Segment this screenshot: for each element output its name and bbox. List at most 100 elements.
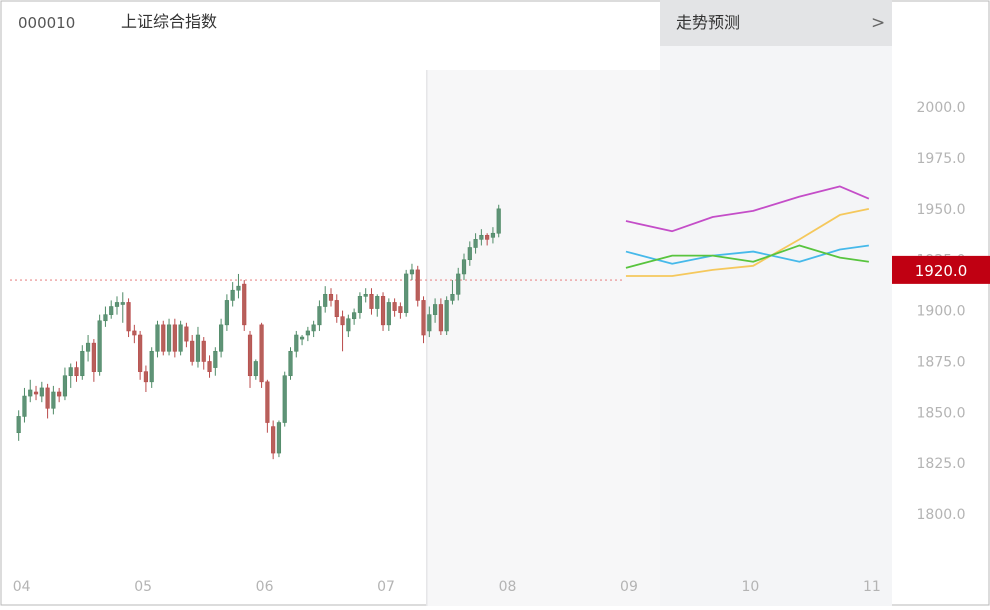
chevron-right-icon[interactable]: > bbox=[871, 13, 885, 33]
candle-body bbox=[456, 273, 461, 295]
candle bbox=[375, 294, 380, 317]
candle-body bbox=[386, 302, 391, 326]
candle-body bbox=[28, 389, 33, 397]
candle bbox=[85, 335, 91, 362]
x-axis: 04 05 06 07 08 09 10 11 bbox=[13, 579, 881, 595]
candle bbox=[143, 365, 149, 392]
candle bbox=[138, 330, 143, 380]
candle bbox=[45, 383, 50, 419]
candle-body bbox=[346, 318, 351, 332]
candle bbox=[294, 330, 299, 358]
candle-body bbox=[62, 375, 68, 397]
candle-body bbox=[22, 395, 27, 417]
candle-body bbox=[219, 324, 224, 352]
forecast-header-bg[interactable] bbox=[660, 0, 892, 46]
candle-body bbox=[271, 426, 276, 454]
candle-body bbox=[39, 387, 44, 397]
y-tick-label: 1850.0 bbox=[917, 405, 966, 421]
candle bbox=[323, 286, 328, 313]
x-tick-label: 11 bbox=[863, 579, 881, 595]
candle bbox=[276, 420, 282, 458]
candle-body bbox=[317, 306, 322, 326]
candle-body bbox=[404, 273, 409, 313]
candle bbox=[346, 314, 351, 338]
candle-body bbox=[288, 350, 293, 377]
x-tick-label: 06 bbox=[256, 579, 274, 595]
candles bbox=[16, 204, 501, 460]
forecast-lines bbox=[625, 185, 870, 277]
candle bbox=[305, 326, 310, 342]
candle bbox=[39, 381, 44, 403]
candle-body bbox=[485, 234, 490, 240]
candle bbox=[57, 387, 62, 403]
candle-body bbox=[184, 326, 189, 342]
x-tick-label: 08 bbox=[499, 579, 517, 595]
candle-body bbox=[427, 314, 432, 332]
candle-body bbox=[467, 247, 472, 261]
candle-body bbox=[334, 300, 339, 317]
candle-body bbox=[369, 294, 374, 309]
candle bbox=[363, 288, 368, 303]
x-tick-label: 10 bbox=[741, 579, 759, 595]
candle-body bbox=[143, 371, 149, 383]
candle-body bbox=[363, 294, 368, 297]
candle-body bbox=[409, 269, 415, 275]
candle-body bbox=[323, 294, 328, 307]
forecast-title[interactable]: 走势预测 bbox=[676, 13, 740, 32]
candle-body bbox=[80, 350, 85, 377]
candle-body bbox=[178, 324, 183, 352]
candle bbox=[195, 326, 201, 368]
candle-body bbox=[357, 296, 363, 313]
candle-body bbox=[85, 342, 91, 352]
candle bbox=[213, 347, 218, 376]
current-price-badge: 1920.0 bbox=[892, 255, 990, 284]
candle-body bbox=[328, 294, 334, 301]
candle bbox=[74, 361, 79, 382]
candle bbox=[473, 233, 478, 254]
candle bbox=[328, 288, 334, 307]
candle-body bbox=[51, 391, 56, 409]
stock-code: 000010 bbox=[18, 14, 75, 32]
x-tick-label: 07 bbox=[377, 579, 395, 595]
forecast-header[interactable]: 走势预测 > bbox=[660, 0, 892, 46]
candle-body bbox=[438, 304, 443, 332]
candle bbox=[190, 335, 195, 366]
candle bbox=[427, 306, 432, 338]
candle-body bbox=[68, 367, 73, 377]
candle-body bbox=[496, 208, 501, 234]
candle bbox=[317, 300, 322, 331]
candle bbox=[433, 298, 438, 323]
candle bbox=[496, 204, 501, 238]
candle bbox=[161, 320, 166, 356]
candle bbox=[109, 300, 114, 319]
candle-body bbox=[213, 350, 218, 368]
y-tick-label: 1950.0 bbox=[917, 202, 966, 218]
candle-body bbox=[190, 340, 195, 362]
candle bbox=[311, 320, 316, 338]
candle bbox=[421, 296, 426, 344]
candle-body bbox=[120, 302, 125, 305]
candle-body bbox=[294, 334, 299, 352]
candle-body bbox=[375, 296, 380, 309]
candle bbox=[461, 253, 467, 281]
candle bbox=[444, 296, 449, 336]
forecast-series-line bbox=[625, 244, 869, 269]
candle-body bbox=[415, 269, 420, 301]
candle-body bbox=[282, 375, 287, 423]
current-price-badge-bg bbox=[892, 255, 990, 284]
forecast-series-line bbox=[625, 185, 870, 233]
candle-body bbox=[45, 387, 50, 409]
candle bbox=[97, 314, 102, 376]
candle bbox=[392, 298, 397, 317]
candle-body bbox=[398, 306, 403, 313]
candle bbox=[80, 345, 85, 380]
candle bbox=[207, 355, 212, 378]
candle bbox=[386, 298, 391, 331]
x-tick-label: 04 bbox=[13, 579, 31, 595]
candle-body bbox=[230, 289, 235, 301]
candle-body bbox=[201, 340, 206, 362]
candle bbox=[16, 410, 21, 441]
candle bbox=[450, 280, 455, 305]
candle-body bbox=[380, 296, 386, 326]
